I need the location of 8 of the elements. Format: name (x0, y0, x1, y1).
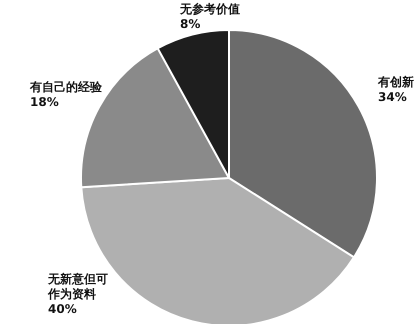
slice-label: 无新意但可作为资料 (47, 272, 108, 301)
slice-label: 有自己的经验 (29, 80, 103, 94)
slice-label: 有创新 (377, 75, 414, 89)
slice-label: 无参考价值 (179, 2, 240, 16)
data-label: 34% (378, 90, 407, 104)
data-label: 8% (180, 17, 200, 31)
data-label: 40% (48, 302, 77, 316)
data-label: 18% (30, 95, 59, 109)
